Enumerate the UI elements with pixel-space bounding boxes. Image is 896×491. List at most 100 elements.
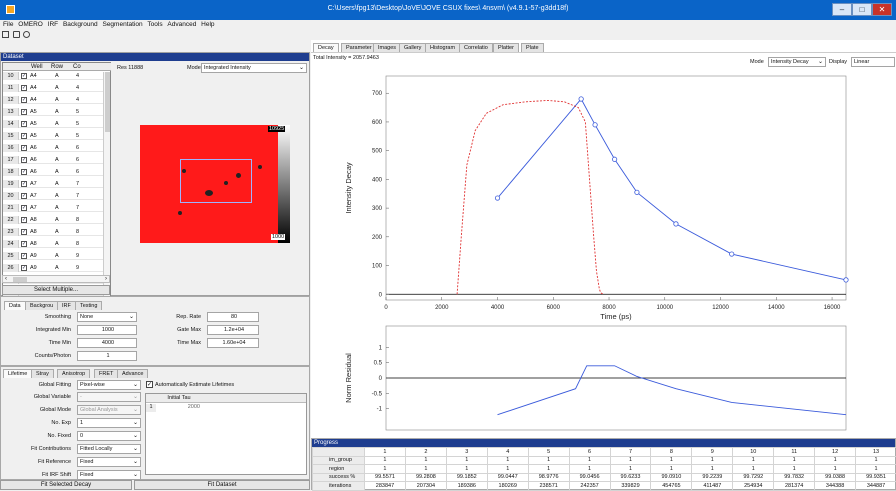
time-max-input[interactable]: 1.60e+04 xyxy=(207,338,259,348)
row-checkbox[interactable]: ✓ xyxy=(21,157,27,163)
plot-mode-select[interactable]: Intensity Decay⌄ xyxy=(768,57,826,67)
fit-irf-shift-select[interactable]: Fixed⌄ xyxy=(77,470,141,480)
tab-anisotropy[interactable]: Anisotrop xyxy=(57,369,90,378)
column-header[interactable]: Co xyxy=(73,64,81,70)
global-fitting-select[interactable]: Pixel-wise⌄ xyxy=(77,380,141,390)
menu-background[interactable]: Background xyxy=(63,20,98,30)
column-header[interactable]: Well xyxy=(31,64,43,70)
row-checkbox[interactable]: ✓ xyxy=(21,97,27,103)
menu-advanced[interactable]: Advanced xyxy=(167,20,196,30)
row-checkbox[interactable]: ✓ xyxy=(21,217,27,223)
fit-reference-select[interactable]: Fixed⌄ xyxy=(77,457,141,467)
tab-images[interactable]: Images xyxy=(373,43,401,52)
menu-segmentation[interactable]: Segmentation xyxy=(102,20,142,30)
scroll-right-icon[interactable]: › xyxy=(105,276,107,282)
tab-gallery[interactable]: Gallery xyxy=(399,43,426,52)
select-multiple-button[interactable]: Select Multiple... xyxy=(2,285,110,295)
row-checkbox[interactable]: ✓ xyxy=(21,109,27,115)
global-variable-select[interactable]: -⌄ xyxy=(77,392,141,402)
row-checkbox[interactable]: ✓ xyxy=(21,181,27,187)
new-icon[interactable] xyxy=(2,31,9,38)
row-checkbox[interactable]: ✓ xyxy=(21,241,27,247)
auto-estimate-checkbox[interactable]: ✓ xyxy=(146,381,153,388)
tab-fret[interactable]: FRET xyxy=(94,369,118,378)
tab-data[interactable]: Data xyxy=(4,301,26,310)
row-checkbox[interactable]: ✓ xyxy=(21,193,27,199)
display-select[interactable]: Linear xyxy=(851,57,895,67)
tab-background[interactable]: Backgrou xyxy=(25,301,58,310)
fit-contributions-select[interactable]: Fitted Locally⌄ xyxy=(77,444,141,454)
scroll-thumb[interactable] xyxy=(105,72,110,132)
no-fixed-select[interactable]: 0⌄ xyxy=(77,431,141,441)
open-icon[interactable] xyxy=(13,31,20,38)
smoothing-select[interactable]: None⌄ xyxy=(77,312,137,322)
tab-advanced[interactable]: Advance xyxy=(117,369,148,378)
scroll-left-icon[interactable]: ‹ xyxy=(5,276,7,282)
menu-help[interactable]: Help xyxy=(201,20,214,30)
dataset-horizontal-scrollbar[interactable]: ‹ › xyxy=(2,275,110,283)
tab-decay[interactable]: Decay xyxy=(313,43,339,52)
tab-correlation[interactable]: Correlatio xyxy=(459,43,493,52)
fit-selected-decay-button[interactable]: Fit Selected Decay xyxy=(0,480,132,490)
column-header[interactable]: Row xyxy=(51,64,63,70)
maximize-button[interactable]: □ xyxy=(852,3,872,16)
menu-irf[interactable]: IRF xyxy=(48,20,58,30)
tab-parameter[interactable]: Parameter xyxy=(341,43,377,52)
roi-rectangle[interactable] xyxy=(180,159,252,203)
scroll-thumb[interactable] xyxy=(13,277,27,282)
image-mode-select[interactable]: Integrated Intensity⌄ xyxy=(201,63,307,73)
initial-tau-table[interactable]: Initial Tau 1 2000 xyxy=(145,393,307,475)
minimize-button[interactable]: – xyxy=(832,3,852,16)
integrated-min-input[interactable]: 1000 xyxy=(77,325,137,335)
save-icon[interactable] xyxy=(23,31,30,38)
tab-stray[interactable]: Stray xyxy=(31,369,54,378)
tab-lifetime[interactable]: Lifetime xyxy=(3,369,32,378)
menu-file[interactable]: File xyxy=(3,20,13,30)
row-checkbox[interactable]: ✓ xyxy=(21,121,27,127)
row-checkbox[interactable]: ✓ xyxy=(21,253,27,259)
close-button[interactable]: ✕ xyxy=(872,3,892,16)
global-mode-select[interactable]: Global Analysis⌄ xyxy=(77,405,141,415)
row-checkbox[interactable]: ✓ xyxy=(21,73,27,79)
row-checkbox[interactable]: ✓ xyxy=(21,169,27,175)
rep-rate-input[interactable]: 80 xyxy=(207,312,259,322)
row-checkbox[interactable]: ✓ xyxy=(21,205,27,211)
row-checkbox[interactable]: ✓ xyxy=(21,145,27,151)
tab-plate[interactable]: Plate xyxy=(521,43,544,52)
tab-testing[interactable]: Testing xyxy=(75,301,102,310)
tab-histogram[interactable]: Histogram xyxy=(425,43,460,52)
row-checkbox[interactable]: ✓ xyxy=(21,229,27,235)
no-exp-select[interactable]: 1⌄ xyxy=(77,418,141,428)
time-min-input[interactable]: 4000 xyxy=(77,338,137,348)
row-checkbox[interactable]: ✓ xyxy=(21,85,27,91)
fit-dataset-button[interactable]: Fit Dataset xyxy=(134,480,310,490)
gate-max-input[interactable]: 1.2e+04 xyxy=(207,325,259,335)
menu-omero[interactable]: OMERO xyxy=(18,20,43,30)
menu-tools[interactable]: Tools xyxy=(147,20,162,30)
tab-platter[interactable]: Platter xyxy=(493,43,519,52)
row-checkbox[interactable]: ✓ xyxy=(21,265,27,271)
intensity-image[interactable]: 10925 1000 xyxy=(140,125,290,243)
tab-irf[interactable]: IRF xyxy=(57,301,76,310)
row-checkbox[interactable]: ✓ xyxy=(21,133,27,139)
tau-value-cell[interactable]: 2000 xyxy=(158,404,200,410)
